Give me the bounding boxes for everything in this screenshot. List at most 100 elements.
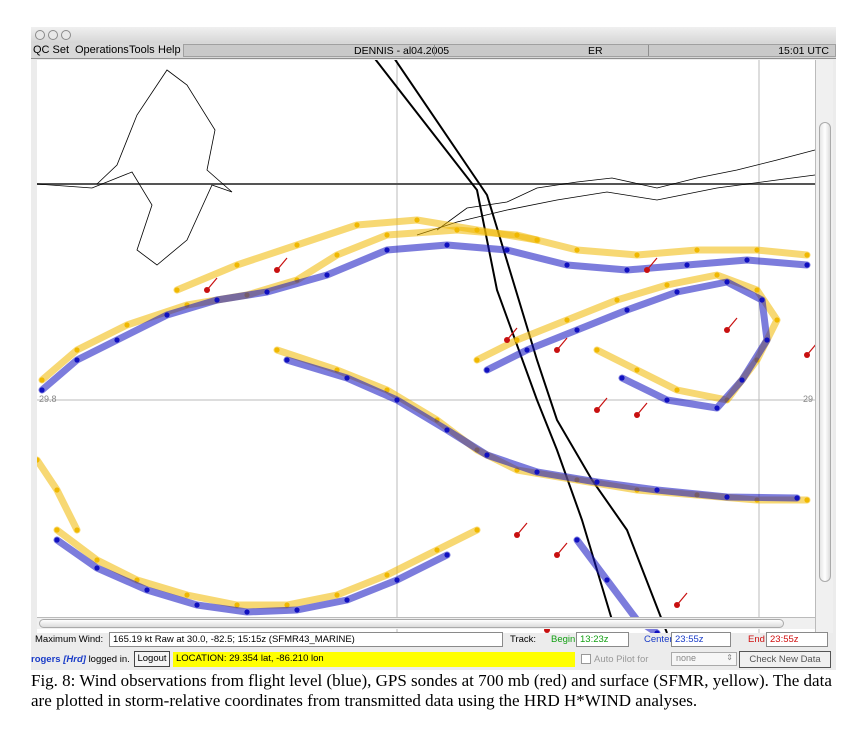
- user-role: [Hrd]: [63, 654, 86, 665]
- flight-level-band-point: [664, 397, 670, 403]
- flight-level-band-point: [804, 262, 810, 268]
- utc-clock: 15:01 UTC: [778, 45, 829, 57]
- sfmr-band-point: [634, 367, 640, 373]
- sfmr-band-point: [774, 317, 780, 323]
- end-time-field[interactable]: 23:55z: [766, 632, 828, 647]
- zoom-window-button[interactable]: [61, 30, 71, 40]
- sfmr-band-point: [74, 347, 80, 353]
- gps-sonde-barb: [596, 397, 608, 411]
- flight-level-band-point: [714, 405, 720, 411]
- sfmr-band-point: [804, 497, 810, 503]
- horizontal-scroll-thumb[interactable]: [39, 619, 784, 628]
- vertical-scroll-thumb[interactable]: [819, 122, 831, 582]
- flight-level-band-point: [39, 387, 45, 393]
- autopilot-select[interactable]: none ⇕: [671, 652, 737, 666]
- flight-level-band-point: [534, 469, 540, 475]
- autopilot-select-value: none: [676, 653, 697, 663]
- check-new-data-button[interactable]: Check New Data: [739, 651, 831, 668]
- begin-time-field[interactable]: 13:23z: [576, 632, 629, 647]
- flight-level-band-point: [654, 630, 660, 633]
- flight-level-band-point: [484, 367, 490, 373]
- flight-level-band-point: [394, 577, 400, 583]
- horizontal-scrollbar[interactable]: [37, 617, 815, 629]
- logout-button[interactable]: Logout: [134, 651, 170, 667]
- menu-operations[interactable]: Operations: [75, 44, 129, 56]
- flight-level-band-point: [624, 267, 630, 273]
- sfmr-band-point: [804, 252, 810, 258]
- flight-level-band-point: [164, 312, 170, 318]
- center-label: Center: [644, 634, 673, 645]
- gps-sonde-barb: [726, 317, 738, 331]
- sfmr-band: [37, 456, 81, 534]
- menu-qc-set[interactable]: QC Set: [33, 44, 70, 56]
- flight-level-band-point: [724, 494, 730, 500]
- gps-sonde-barb: [556, 542, 568, 556]
- sfmr-band-point: [474, 357, 480, 363]
- latitude-label-left: 29.8: [39, 394, 57, 404]
- flight-level-band-point: [794, 495, 800, 501]
- vertical-scrollbar[interactable]: [815, 60, 833, 633]
- flight-level-band-point: [759, 297, 765, 303]
- sfmr-band-point: [94, 557, 100, 563]
- sfmr-band-point: [274, 347, 280, 353]
- title-bar: [31, 27, 836, 43]
- sfmr-band-point: [474, 527, 480, 533]
- flight-level-band-point: [624, 307, 630, 313]
- flight-level-band-point: [574, 537, 580, 543]
- gps-sonde-barb: [516, 522, 528, 536]
- gps-sonde-barb: [636, 402, 648, 416]
- gps-sonde-barb: [506, 327, 518, 341]
- flight-level-band-point: [604, 577, 610, 583]
- sfmr-band-point: [564, 317, 570, 323]
- menu-tools[interactable]: Tools: [129, 44, 155, 56]
- chevron-updown-icon: ⇕: [726, 653, 733, 662]
- gps-sonde-barb: [206, 277, 218, 291]
- flight-level-band-point: [619, 375, 625, 381]
- sfmr-band-point: [574, 247, 580, 253]
- coastline: [37, 69, 233, 266]
- flight-level-band-point: [214, 297, 220, 303]
- coastline: [416, 174, 815, 236]
- latitude-label-right: 29: [802, 394, 813, 404]
- sfmr-band-point: [384, 232, 390, 238]
- flight-level-band: [283, 356, 801, 502]
- flight-level-band-point: [504, 247, 510, 253]
- storm-status-bar: DENNIS - al04.2005 ER 15:01 UTC: [183, 44, 836, 57]
- sfmr-band-point: [754, 247, 760, 253]
- begin-label: Begin: [551, 634, 576, 645]
- menu-help[interactable]: Help: [158, 44, 181, 56]
- sfmr-band-point: [384, 572, 390, 578]
- sfmr-band-point: [234, 602, 240, 608]
- close-window-button[interactable]: [35, 30, 45, 40]
- sfmr-band-point: [37, 457, 40, 463]
- status-row-wind: Maximum Wind: 165.19 kt Raw at 30.0, -82…: [31, 630, 836, 649]
- sfmr-band-point: [54, 527, 60, 533]
- gps-sonde-barb: [676, 592, 688, 606]
- wind-map-svg: [37, 60, 815, 633]
- gps-sonde-barb: [806, 344, 815, 356]
- storm-title: DENNIS - al04.2005: [354, 45, 450, 57]
- sfmr-band-point: [534, 237, 540, 243]
- sfmr-band-point: [354, 222, 360, 228]
- gps-sonde-barb: [646, 257, 658, 271]
- center-time-field[interactable]: 23:55z: [671, 632, 731, 647]
- flight-level-band-point: [54, 537, 60, 543]
- sfmr-band-point: [674, 387, 680, 393]
- flight-level-band-point: [444, 242, 450, 248]
- flight-level-band-point: [674, 289, 680, 295]
- autopilot-checkbox[interactable]: [581, 654, 591, 664]
- location-readout: LOCATION: 29.354 lat, -86.210 lon: [173, 652, 575, 667]
- flight-level-band-point: [94, 565, 100, 571]
- minimize-window-button[interactable]: [48, 30, 58, 40]
- flight-level-band-point: [524, 347, 530, 353]
- flight-level-band-point: [574, 327, 580, 333]
- wind-map-canvas[interactable]: 29.8 29: [37, 60, 815, 633]
- flight-level-band-point: [724, 279, 730, 285]
- flight-level-band-point: [144, 587, 150, 593]
- flight-level-band-point: [564, 262, 570, 268]
- flight-level-band-point: [394, 397, 400, 403]
- gps-sonde-barb: [276, 257, 288, 271]
- sfmr-band-point: [694, 247, 700, 253]
- flight-level-band-point: [194, 602, 200, 608]
- flight-level-band-point: [484, 452, 490, 458]
